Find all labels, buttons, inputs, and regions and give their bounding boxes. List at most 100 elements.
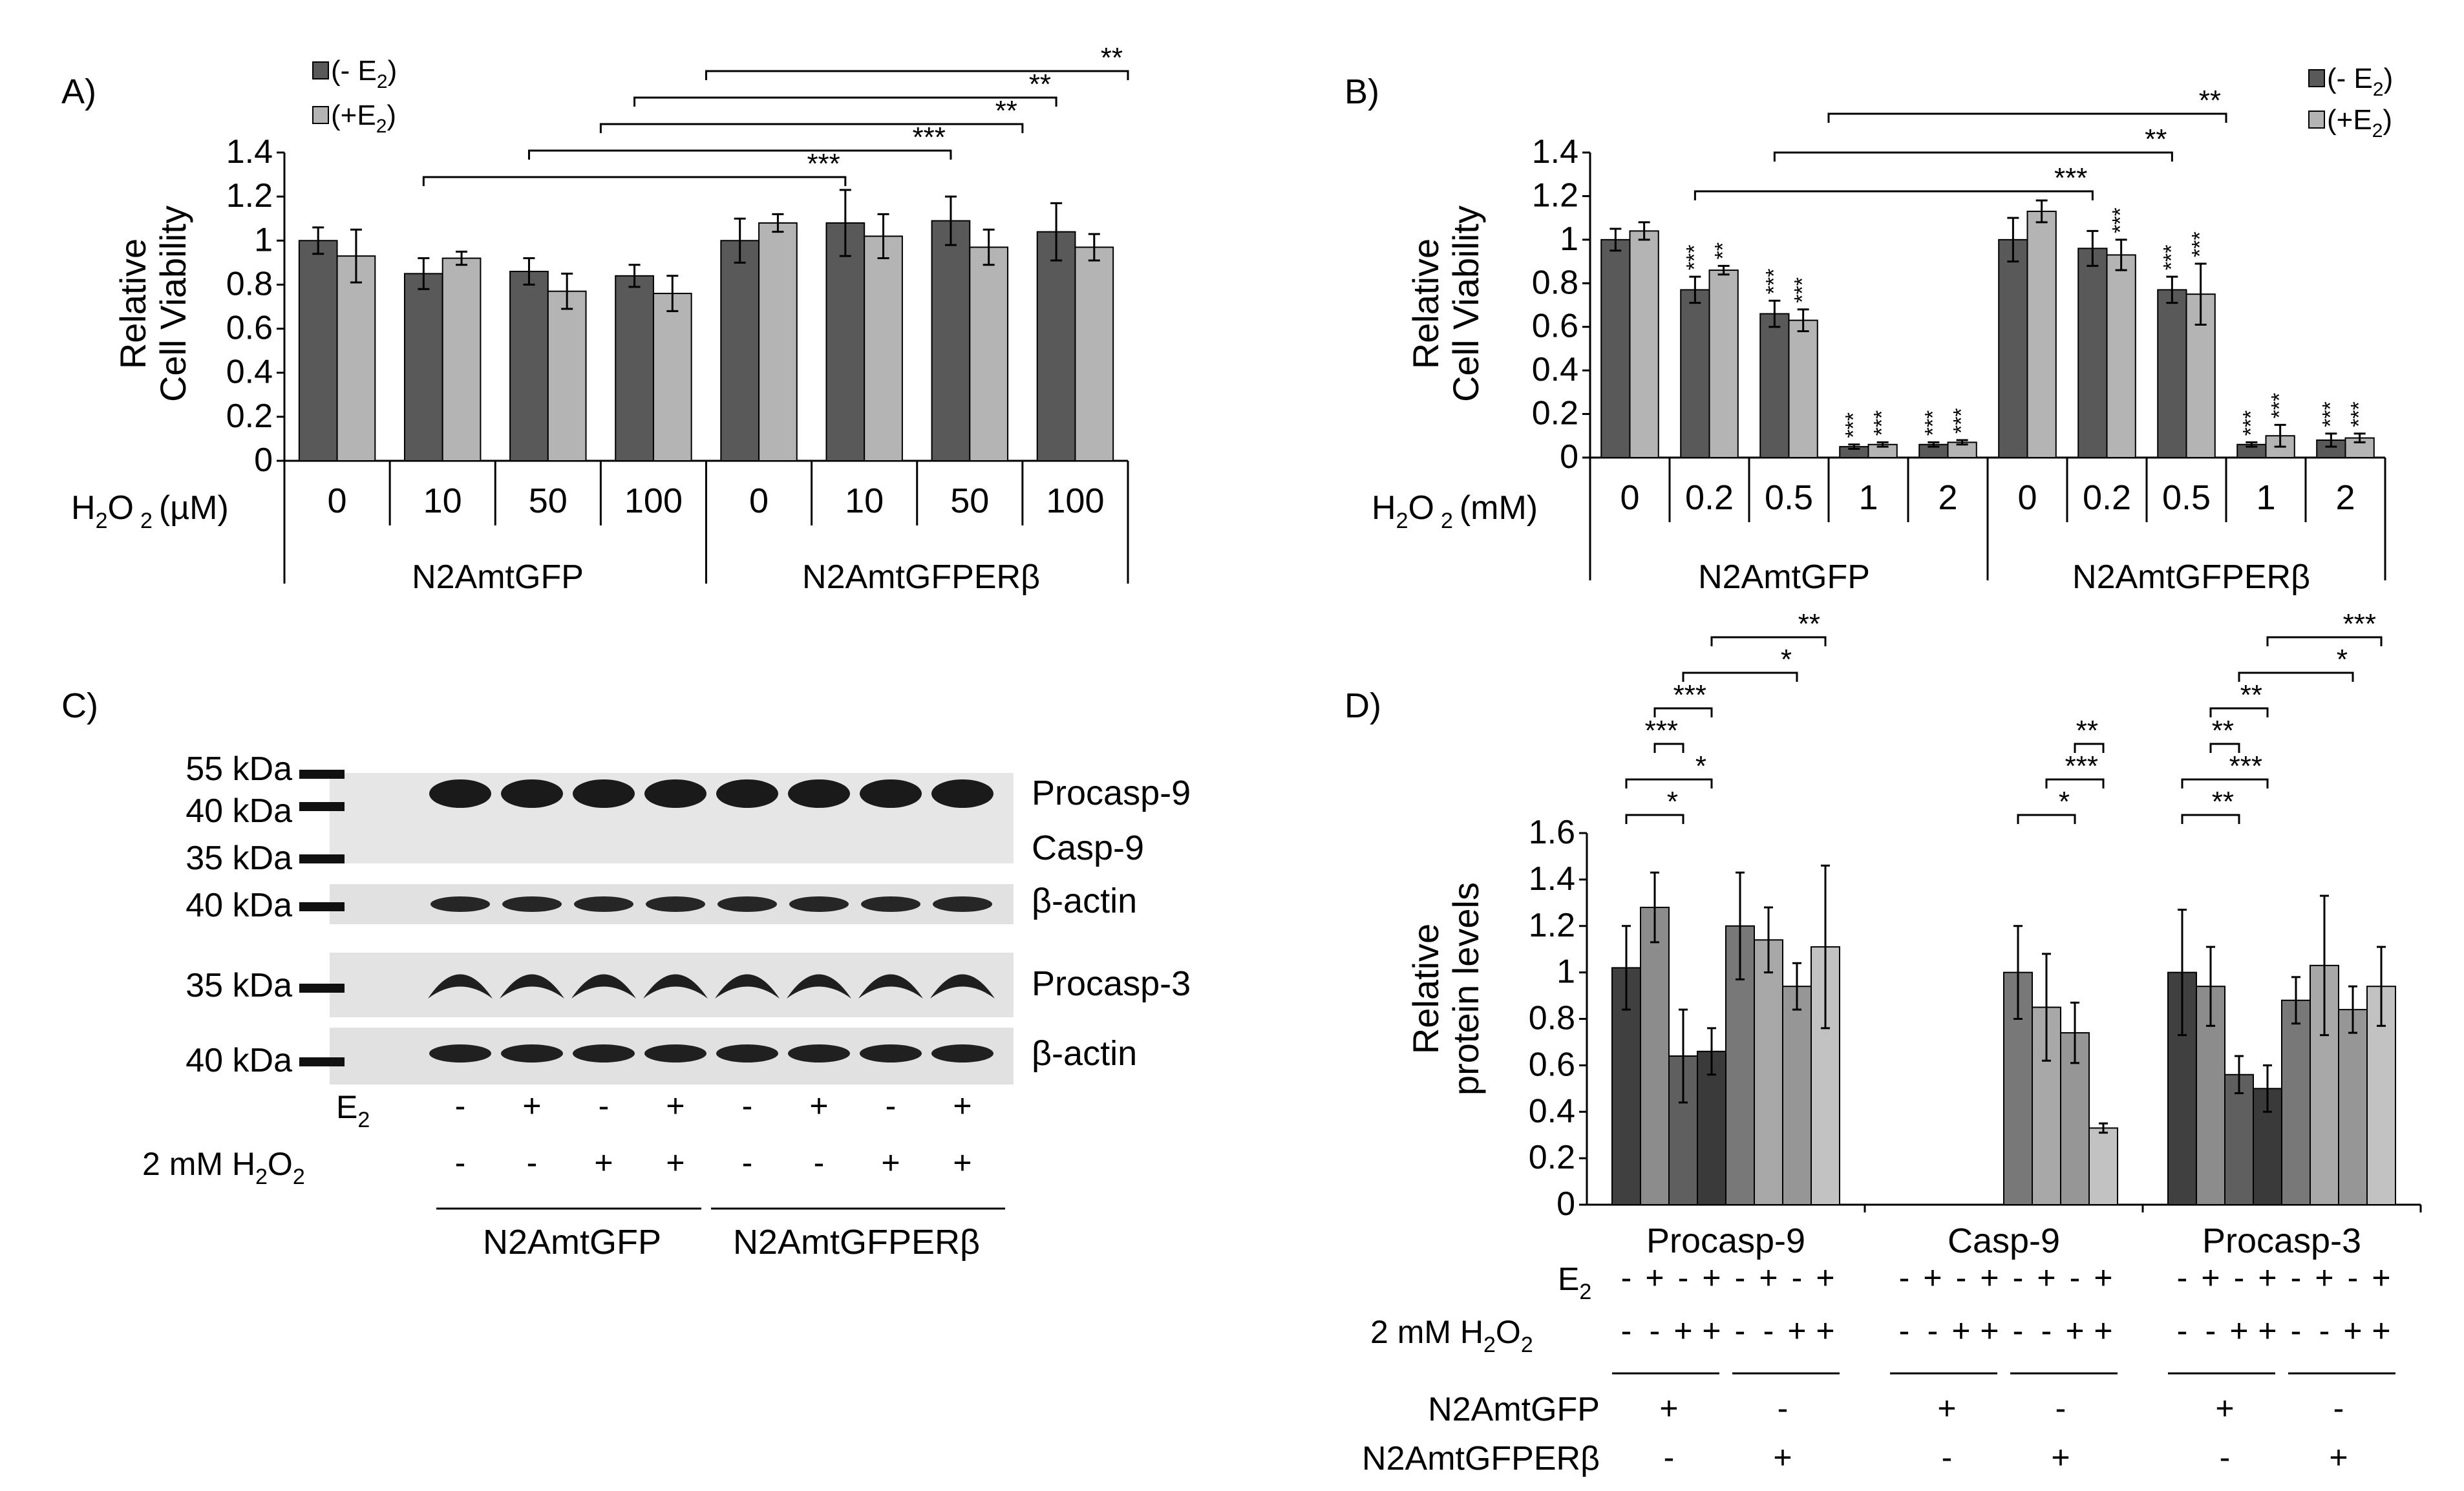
d-significance-bracket bbox=[1625, 814, 1684, 824]
b-y-tick-label: 0.8 bbox=[1532, 264, 1578, 301]
a-y-tick-label: 0.6 bbox=[226, 310, 273, 347]
a-bar bbox=[1036, 231, 1076, 461]
d-significance-bracket bbox=[1682, 671, 1798, 682]
panel-a-concentration-label: H2O 2 (µM) bbox=[71, 489, 229, 533]
panel-a-legend: (- E2) (+E2) bbox=[312, 55, 397, 137]
d-line-sign: + bbox=[1937, 1390, 1956, 1426]
panel-d-line-row-0-label: N2AmtGFP bbox=[1428, 1391, 1600, 1428]
b-y-tick-label: 0.4 bbox=[1532, 351, 1578, 388]
d-significance-bracket-label: ** bbox=[2212, 786, 2234, 818]
marker-dash bbox=[299, 902, 345, 911]
d-h2o2-sign: - bbox=[1928, 1313, 1938, 1349]
panel-b-ylabel-line2: Cell Viability bbox=[1445, 206, 1486, 402]
d-significance-bracket bbox=[2074, 743, 2105, 753]
b-significance-star: *** bbox=[1870, 410, 1895, 436]
marker-dash bbox=[299, 802, 345, 811]
a-significance-bracket bbox=[422, 176, 847, 186]
d-bar bbox=[2060, 1032, 2090, 1205]
panel-d-row-h2o2-label: 2 mM H2O2 bbox=[1370, 1314, 1533, 1357]
b-significance-bracket bbox=[1827, 112, 2227, 123]
panel-b-line-label-0: N2AmtGFP bbox=[1698, 558, 1870, 596]
b-bar bbox=[2157, 289, 2187, 458]
d-line-sign: - bbox=[2333, 1390, 2344, 1426]
d-significance-bracket bbox=[1653, 707, 1713, 717]
a-bar bbox=[403, 273, 443, 461]
d-significance-bracket bbox=[1625, 778, 1713, 788]
blot-e2-sign: + bbox=[809, 1088, 828, 1124]
d-significance-bracket bbox=[1653, 743, 1684, 753]
b-significance-star: *** bbox=[1790, 277, 1815, 303]
d-e2-sign: - bbox=[1735, 1260, 1746, 1296]
d-bar bbox=[2281, 999, 2311, 1205]
a-significance-bracket bbox=[633, 96, 1057, 107]
d-line-sign: - bbox=[2055, 1390, 2066, 1426]
b-significance-star: *** bbox=[1761, 269, 1786, 295]
b-y-tick-label: 0 bbox=[1560, 438, 1578, 476]
d-h2o2-sign: - bbox=[1621, 1313, 1632, 1349]
b-significance-star: *** bbox=[1949, 408, 1974, 434]
d-category-label: Procasp-9 bbox=[1646, 1221, 1805, 1260]
d-significance-bracket bbox=[2209, 743, 2240, 753]
b-x-tick-label: 2 bbox=[1938, 478, 1957, 517]
panel-b-line-label-1: N2AmtGFPERβ bbox=[2072, 558, 2310, 596]
blot-h2o2-sign: + bbox=[666, 1145, 685, 1181]
b-significance-star: *** bbox=[2238, 410, 2263, 436]
d-e2-sign: - bbox=[2291, 1260, 2302, 1296]
a-x-tick-label: 100 bbox=[624, 481, 683, 520]
d-h2o2-sign: - bbox=[2041, 1313, 2052, 1349]
panel-d-letter: D) bbox=[1344, 686, 1381, 725]
d-e2-sign: - bbox=[1678, 1260, 1689, 1296]
b-bar bbox=[1629, 230, 1659, 458]
a-y-tick-label: 0.2 bbox=[226, 397, 273, 435]
ladder-markers: 55 kDa 40 kDa 35 kDa 40 kDa 35 kDa 40 kD… bbox=[186, 750, 345, 1079]
blot-band-procasp3 bbox=[858, 974, 923, 999]
blot-band-actin2 bbox=[573, 1044, 635, 1063]
d-significance-bracket bbox=[2238, 671, 2354, 682]
band-labels: Procasp-9 Casp-9 β-actin Procasp-3 β-act… bbox=[1032, 774, 1191, 1073]
d-h2o2-sign: - bbox=[1899, 1313, 1910, 1349]
a-y-tick-label: 1 bbox=[254, 221, 273, 259]
b-x-tick-label: 0.5 bbox=[1765, 478, 1813, 517]
panel-b: B) (- E2) (+E2) Relative Cell Viability … bbox=[1344, 63, 2393, 596]
panel-b-letter: B) bbox=[1344, 72, 1379, 111]
b-significance-star: *** bbox=[2347, 401, 2372, 427]
a-significance-bracket bbox=[527, 149, 952, 160]
blot-e2-sign: - bbox=[886, 1088, 897, 1124]
b-significance-star: *** bbox=[1682, 244, 1706, 270]
marker-40kda: 40 kDa bbox=[186, 792, 292, 830]
blot-band-actin2 bbox=[429, 1044, 491, 1063]
a-y-tick-label: 1.4 bbox=[226, 133, 273, 171]
b-y-tick-label: 1.4 bbox=[1532, 133, 1578, 171]
marker-35kda-procasp3: 35 kDa bbox=[186, 967, 292, 1004]
d-y-tick-label: 1 bbox=[1556, 953, 1575, 991]
a-x-tick-label: 100 bbox=[1046, 481, 1104, 520]
d-significance-bracket-label: * bbox=[1781, 644, 1792, 675]
a-significance-bracket-label: ** bbox=[1101, 42, 1123, 74]
d-line-sign: + bbox=[2051, 1439, 2070, 1475]
d-e2-sign: - bbox=[1899, 1260, 1910, 1296]
blot-band-actin2 bbox=[931, 1044, 993, 1063]
blot-h2o2-sign: - bbox=[814, 1145, 825, 1181]
b-significance-star: *** bbox=[2108, 207, 2133, 233]
d-h2o2-sign: - bbox=[2177, 1313, 2188, 1349]
d-e2-sign: - bbox=[2070, 1260, 2081, 1296]
blot-h2o2-sign: + bbox=[594, 1145, 613, 1181]
blot-band-procasp9 bbox=[501, 779, 563, 808]
d-e2-sign: + bbox=[2201, 1260, 2220, 1296]
blot-band-procasp9 bbox=[860, 779, 922, 808]
d-e2-sign: - bbox=[1956, 1260, 1967, 1296]
a-x-tick-label: 50 bbox=[529, 481, 568, 520]
marker-dash bbox=[299, 854, 345, 863]
b-significance-star: *** bbox=[1920, 410, 1945, 436]
blot-band-procasp3 bbox=[428, 974, 493, 999]
blot-band-actin2 bbox=[644, 1044, 706, 1063]
blot-band-procasp9 bbox=[931, 779, 993, 808]
d-e2-sign: + bbox=[1645, 1260, 1664, 1296]
panel-b-legend: (- E2) (+E2) bbox=[2308, 63, 2393, 142]
b-y-tick-label: 1.2 bbox=[1532, 176, 1578, 214]
d-e2-sign: + bbox=[1816, 1260, 1834, 1296]
d-e2-sign: + bbox=[2037, 1260, 2055, 1296]
d-y-tick-label: 0.8 bbox=[1529, 1000, 1575, 1037]
chart-d: 00.20.40.60.811.21.41.6Procasp-9********… bbox=[1529, 608, 2422, 1260]
